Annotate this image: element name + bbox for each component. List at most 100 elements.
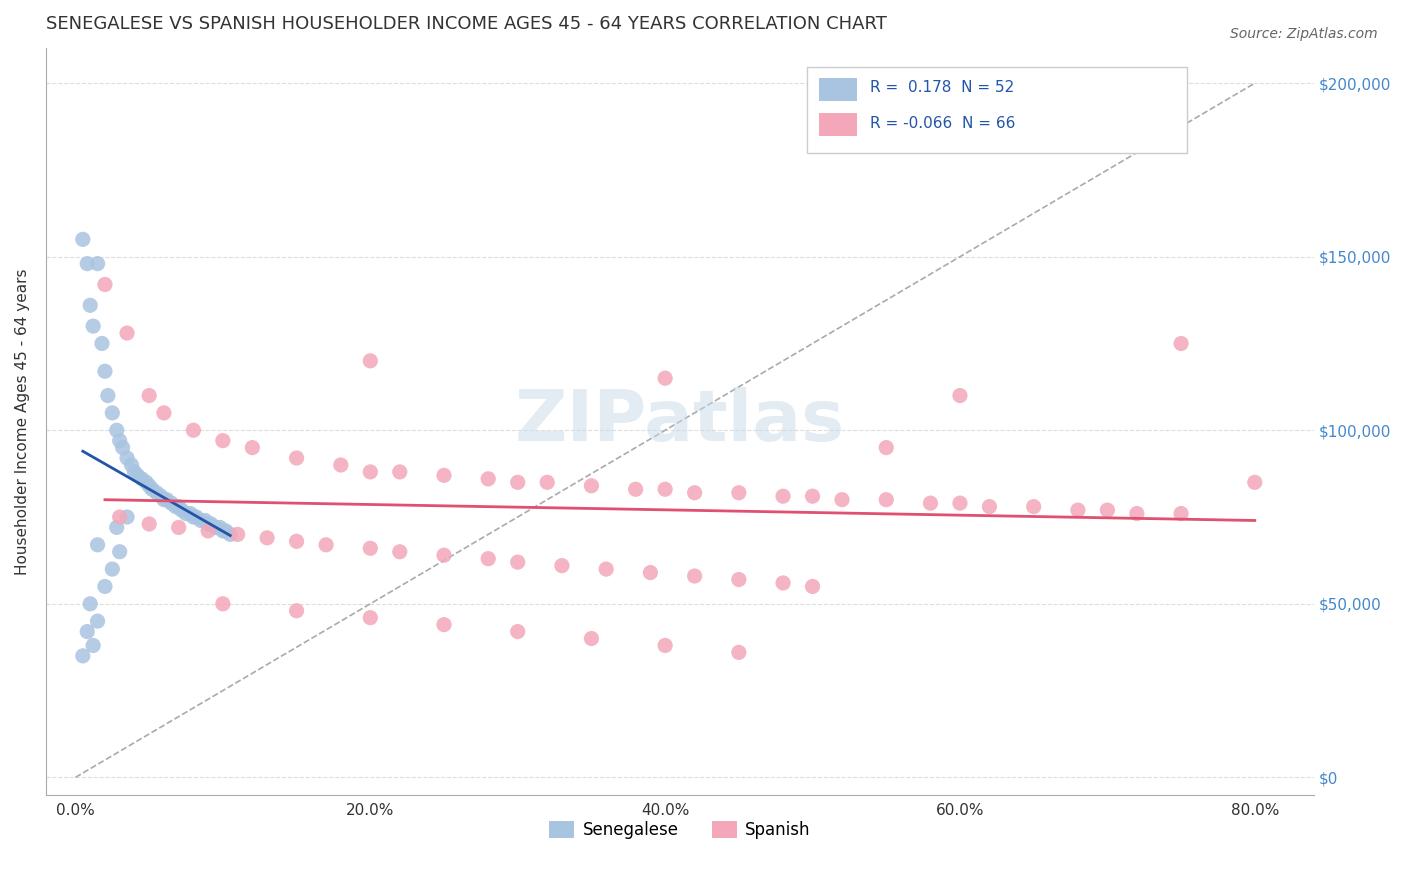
Point — [115, 510, 138, 524]
Point — [115, 326, 138, 340]
Point — [108, 510, 131, 524]
Point — [160, 496, 183, 510]
Point — [145, 485, 167, 500]
Point — [124, 465, 146, 479]
Point — [506, 624, 529, 639]
Point — [359, 354, 381, 368]
Point — [801, 579, 824, 593]
Point — [772, 576, 794, 591]
Point — [204, 520, 226, 534]
Point — [156, 492, 179, 507]
Point — [506, 555, 529, 569]
Point — [212, 524, 235, 538]
Point — [683, 569, 706, 583]
Point — [141, 482, 163, 496]
Point — [153, 492, 176, 507]
Point — [595, 562, 617, 576]
Point — [197, 524, 219, 538]
Point — [101, 406, 124, 420]
Point — [226, 527, 249, 541]
Point — [101, 562, 124, 576]
Point — [801, 489, 824, 503]
Point — [76, 624, 98, 639]
Point — [149, 489, 172, 503]
Text: ZIPatlas: ZIPatlas — [515, 387, 845, 456]
Point — [1097, 503, 1119, 517]
Text: SENEGALESE VS SPANISH HOUSEHOLDER INCOME AGES 45 - 64 YEARS CORRELATION CHART: SENEGALESE VS SPANISH HOUSEHOLDER INCOME… — [46, 15, 887, 33]
Point — [76, 257, 98, 271]
Point — [329, 458, 352, 472]
Point — [82, 319, 104, 334]
Point — [979, 500, 1001, 514]
Point — [108, 434, 131, 448]
Point — [581, 632, 603, 646]
Point — [1170, 336, 1192, 351]
Point — [1243, 475, 1265, 490]
Point — [131, 472, 153, 486]
Point — [111, 441, 134, 455]
Point — [121, 458, 143, 472]
Point — [167, 520, 190, 534]
Point — [772, 489, 794, 503]
Point — [212, 434, 235, 448]
FancyBboxPatch shape — [820, 78, 858, 101]
Point — [388, 545, 411, 559]
Point — [949, 388, 972, 402]
Point — [91, 336, 114, 351]
Point — [219, 527, 242, 541]
Point — [183, 510, 205, 524]
FancyBboxPatch shape — [820, 113, 858, 136]
Point — [875, 441, 897, 455]
Point — [86, 614, 108, 628]
Point — [179, 507, 201, 521]
Point — [79, 298, 101, 312]
Y-axis label: Householder Income Ages 45 - 64 years: Householder Income Ages 45 - 64 years — [15, 268, 30, 574]
Point — [506, 475, 529, 490]
Point — [79, 597, 101, 611]
Text: Source: ZipAtlas.com: Source: ZipAtlas.com — [1230, 27, 1378, 41]
Point — [215, 524, 238, 538]
Point — [920, 496, 942, 510]
Legend: Senegalese, Spanish: Senegalese, Spanish — [543, 814, 817, 847]
Point — [683, 485, 706, 500]
Point — [197, 516, 219, 531]
Point — [105, 423, 128, 437]
Point — [433, 617, 456, 632]
Text: R = -0.066  N = 66: R = -0.066 N = 66 — [870, 116, 1015, 131]
Point — [359, 465, 381, 479]
Point — [477, 472, 499, 486]
Point — [1126, 507, 1149, 521]
Point — [115, 450, 138, 465]
Point — [135, 475, 157, 490]
Point — [108, 545, 131, 559]
Point — [315, 538, 337, 552]
Point — [536, 475, 558, 490]
Point — [174, 507, 197, 521]
Point — [727, 573, 749, 587]
Point — [875, 492, 897, 507]
Point — [551, 558, 574, 573]
Point — [153, 406, 176, 420]
Point — [1067, 503, 1090, 517]
Point — [138, 479, 160, 493]
Point — [581, 479, 603, 493]
Point — [138, 516, 160, 531]
Point — [256, 531, 278, 545]
Point — [285, 604, 308, 618]
Point — [640, 566, 662, 580]
Point — [433, 548, 456, 562]
Point — [94, 579, 117, 593]
Point — [86, 538, 108, 552]
Point — [359, 541, 381, 556]
Point — [433, 468, 456, 483]
FancyBboxPatch shape — [807, 67, 1187, 153]
Point — [727, 485, 749, 500]
Point — [170, 503, 193, 517]
Point — [654, 482, 676, 496]
Point — [72, 232, 94, 246]
Point — [285, 534, 308, 549]
Point — [190, 514, 212, 528]
Point — [105, 520, 128, 534]
Point — [624, 482, 647, 496]
Point — [727, 645, 749, 659]
